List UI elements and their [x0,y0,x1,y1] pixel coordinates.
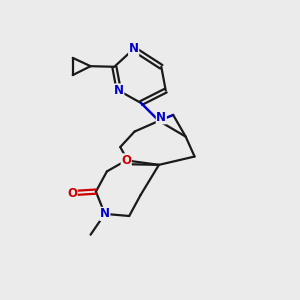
Text: N: N [114,84,124,97]
Text: O: O [121,154,131,167]
Text: O: O [67,187,77,200]
Text: N: N [100,207,110,220]
Text: N: N [129,42,139,56]
Text: N: N [156,111,166,124]
